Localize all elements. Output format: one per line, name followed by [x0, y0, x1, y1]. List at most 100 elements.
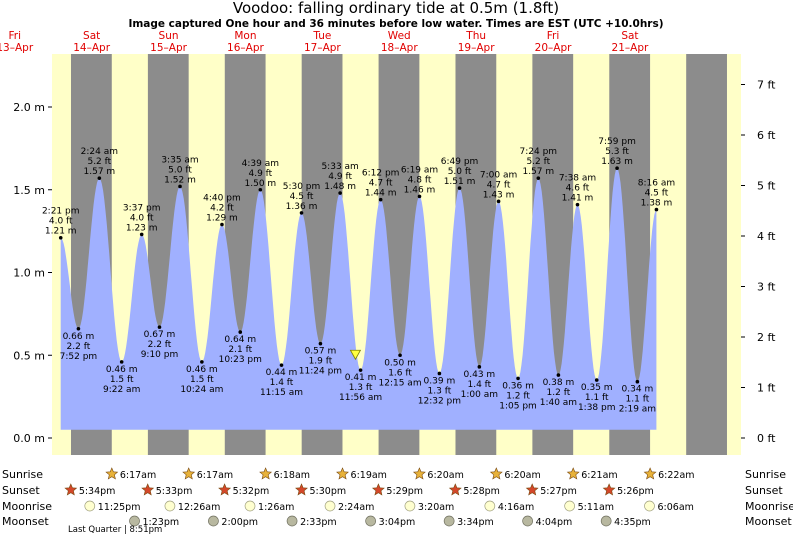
tide-height-ft: 5.2 ft: [87, 157, 111, 167]
tide-point: [220, 222, 224, 227]
tide-point: [556, 373, 561, 377]
sunset-time: 5:29pm: [386, 486, 423, 497]
sunset-icon: [371, 483, 385, 496]
tide-height-ft: 1.3 ft: [428, 386, 452, 396]
header: Voodoo: falling ordinary tide at 0.5m (1…: [128, 0, 663, 30]
row-label-sunrise-right: Sunrise: [745, 468, 786, 481]
tide-point: [139, 232, 144, 237]
tide-time: 11:15 am: [260, 388, 303, 398]
tide-point: [157, 325, 162, 329]
sunset-time: 5:33pm: [156, 486, 193, 497]
axes: 0.0 m 0.5 m 1.0 m 1.5 m 2.0 m 0 ft 1 ft 2 ft 3 f…: [13, 79, 776, 446]
sunset-icon: [602, 483, 616, 496]
tide-time: 1:38 pm: [578, 403, 616, 413]
tide-height-m: 0.67 m: [144, 330, 176, 340]
tide-curve-layer: [60, 168, 657, 430]
extreme-labels: 2:21 pm4.0 ft1.21 m0.66 m2.2 ft7:52 pm2:…: [42, 137, 675, 414]
tide-time: 4:40 pm: [203, 194, 241, 204]
tide-height-ft: 4.7 ft: [369, 179, 393, 189]
day-date: 20–Apr: [535, 42, 572, 54]
tide-time: 3:37 pm: [123, 203, 161, 213]
tide-time: 5:30 pm: [283, 182, 321, 192]
tide-height-m: 0.43 m: [464, 370, 496, 380]
y-right-tick-label: 0 ft: [757, 432, 776, 445]
high-tide-28: 7:59 pm5.3 ft1.63 m: [598, 137, 636, 171]
tide-point: [654, 207, 659, 212]
tide-point: [437, 371, 442, 376]
sunset-time: 5:30pm: [310, 486, 347, 497]
tide-height-ft: 4.8 ft: [408, 175, 432, 185]
sunrise-icon: [643, 467, 657, 480]
tide-height-ft: 4.9 ft: [248, 169, 272, 179]
day-labels: Fri13–AprSat14–AprSun15–AprMon16–AprTue1…: [0, 30, 649, 54]
moonset-entry: 3:34pm: [443, 515, 494, 528]
sunrise-icon: [182, 467, 196, 480]
sunrise-entry: 6:19am: [336, 467, 387, 481]
sunrise-time: 6:17am: [197, 470, 233, 481]
tide-height-m: 0.44 m: [266, 368, 298, 378]
row-label-sunrise-left: Sunrise: [2, 468, 43, 481]
tide-height-m: 0.39 m: [424, 376, 456, 386]
tide-point: [318, 341, 323, 346]
y-left-tick-label: 0.0 m: [13, 432, 45, 445]
moon-phase-note: Last Quarter | 8:51pm: [68, 525, 162, 535]
tide-point: [76, 326, 81, 331]
row-label-sunset-left: Sunset: [2, 484, 40, 497]
moonset-time: 4:04pm: [536, 517, 573, 528]
moonset-time: 2:00pm: [221, 517, 258, 528]
low-tide-23: 0.36 m1.2 ft1:05 pm: [499, 376, 537, 411]
tide-height-ft: 5.2 ft: [526, 157, 550, 167]
high-tide-26: 7:38 am4.6 ft1.41 m: [559, 174, 596, 207]
moonrise-entry: 12:26am: [164, 500, 220, 513]
moonrise-time: 1:26am: [258, 502, 294, 513]
tide-height-m: 0.64 m: [224, 335, 256, 345]
tide-height-ft: 2.2 ft: [148, 340, 172, 350]
tide-point: [97, 176, 102, 180]
y-right-tick-label: 5 ft: [757, 180, 776, 193]
sunset-time: 5:27pm: [540, 486, 577, 497]
day-date: 18–Apr: [381, 42, 418, 54]
tide-time: 6:49 pm: [441, 157, 479, 167]
day-date: 17–Apr: [304, 42, 341, 54]
low-tide-25: 0.38 m1.2 ft1:40 am: [540, 373, 577, 408]
night-band: [686, 54, 727, 455]
moonset-time: 1:23pm: [143, 517, 180, 528]
moonrise-icon: [324, 500, 336, 512]
tide-height-m: 1.21 m: [45, 227, 77, 237]
tide-time: 7:59 pm: [598, 137, 636, 147]
sunset-entry: 5:30pm: [295, 483, 347, 497]
tide-time: 5:33 am: [321, 162, 358, 172]
sunset-icon: [525, 483, 539, 496]
tide-height-ft: 4.5 ft: [290, 192, 314, 202]
day-date: 14–Apr: [73, 42, 110, 54]
moonrise-time: 4:16am: [498, 502, 534, 513]
sunrise-time: 6:17am: [120, 470, 156, 481]
y-right-tick-label: 3 ft: [757, 281, 776, 294]
sunrise-icon: [259, 467, 273, 480]
tide-height-ft: 1.9 ft: [309, 357, 333, 367]
tide-height-ft: 5.3 ft: [605, 147, 629, 157]
tide-height-ft: 1.4 ft: [270, 378, 294, 388]
tide-height-m: 1.38 m: [641, 199, 673, 209]
tide-time: 10:24 am: [180, 385, 223, 395]
tide-point: [635, 379, 640, 384]
sunrise-time: 6:20am: [427, 470, 463, 481]
low-tide-21: 0.43 m1.4 ft1:00 am: [461, 365, 498, 400]
sunset-time: 5:34pm: [79, 486, 116, 497]
moonrise-icon: [164, 500, 176, 512]
day-name: Sun: [159, 30, 179, 42]
tide-height-m: 0.46 m: [186, 365, 218, 375]
moonrise-entry: 11:25pm: [84, 500, 140, 513]
day-name: Sat: [83, 30, 100, 42]
tide-height-m: 0.66 m: [63, 332, 95, 342]
tide-height-ft: 4.5 ft: [645, 189, 669, 199]
sunset-time: 5:32pm: [233, 486, 270, 497]
tide-time: 7:24 pm: [520, 147, 558, 157]
tide-point: [200, 360, 204, 364]
moonset-icon: [522, 515, 533, 527]
